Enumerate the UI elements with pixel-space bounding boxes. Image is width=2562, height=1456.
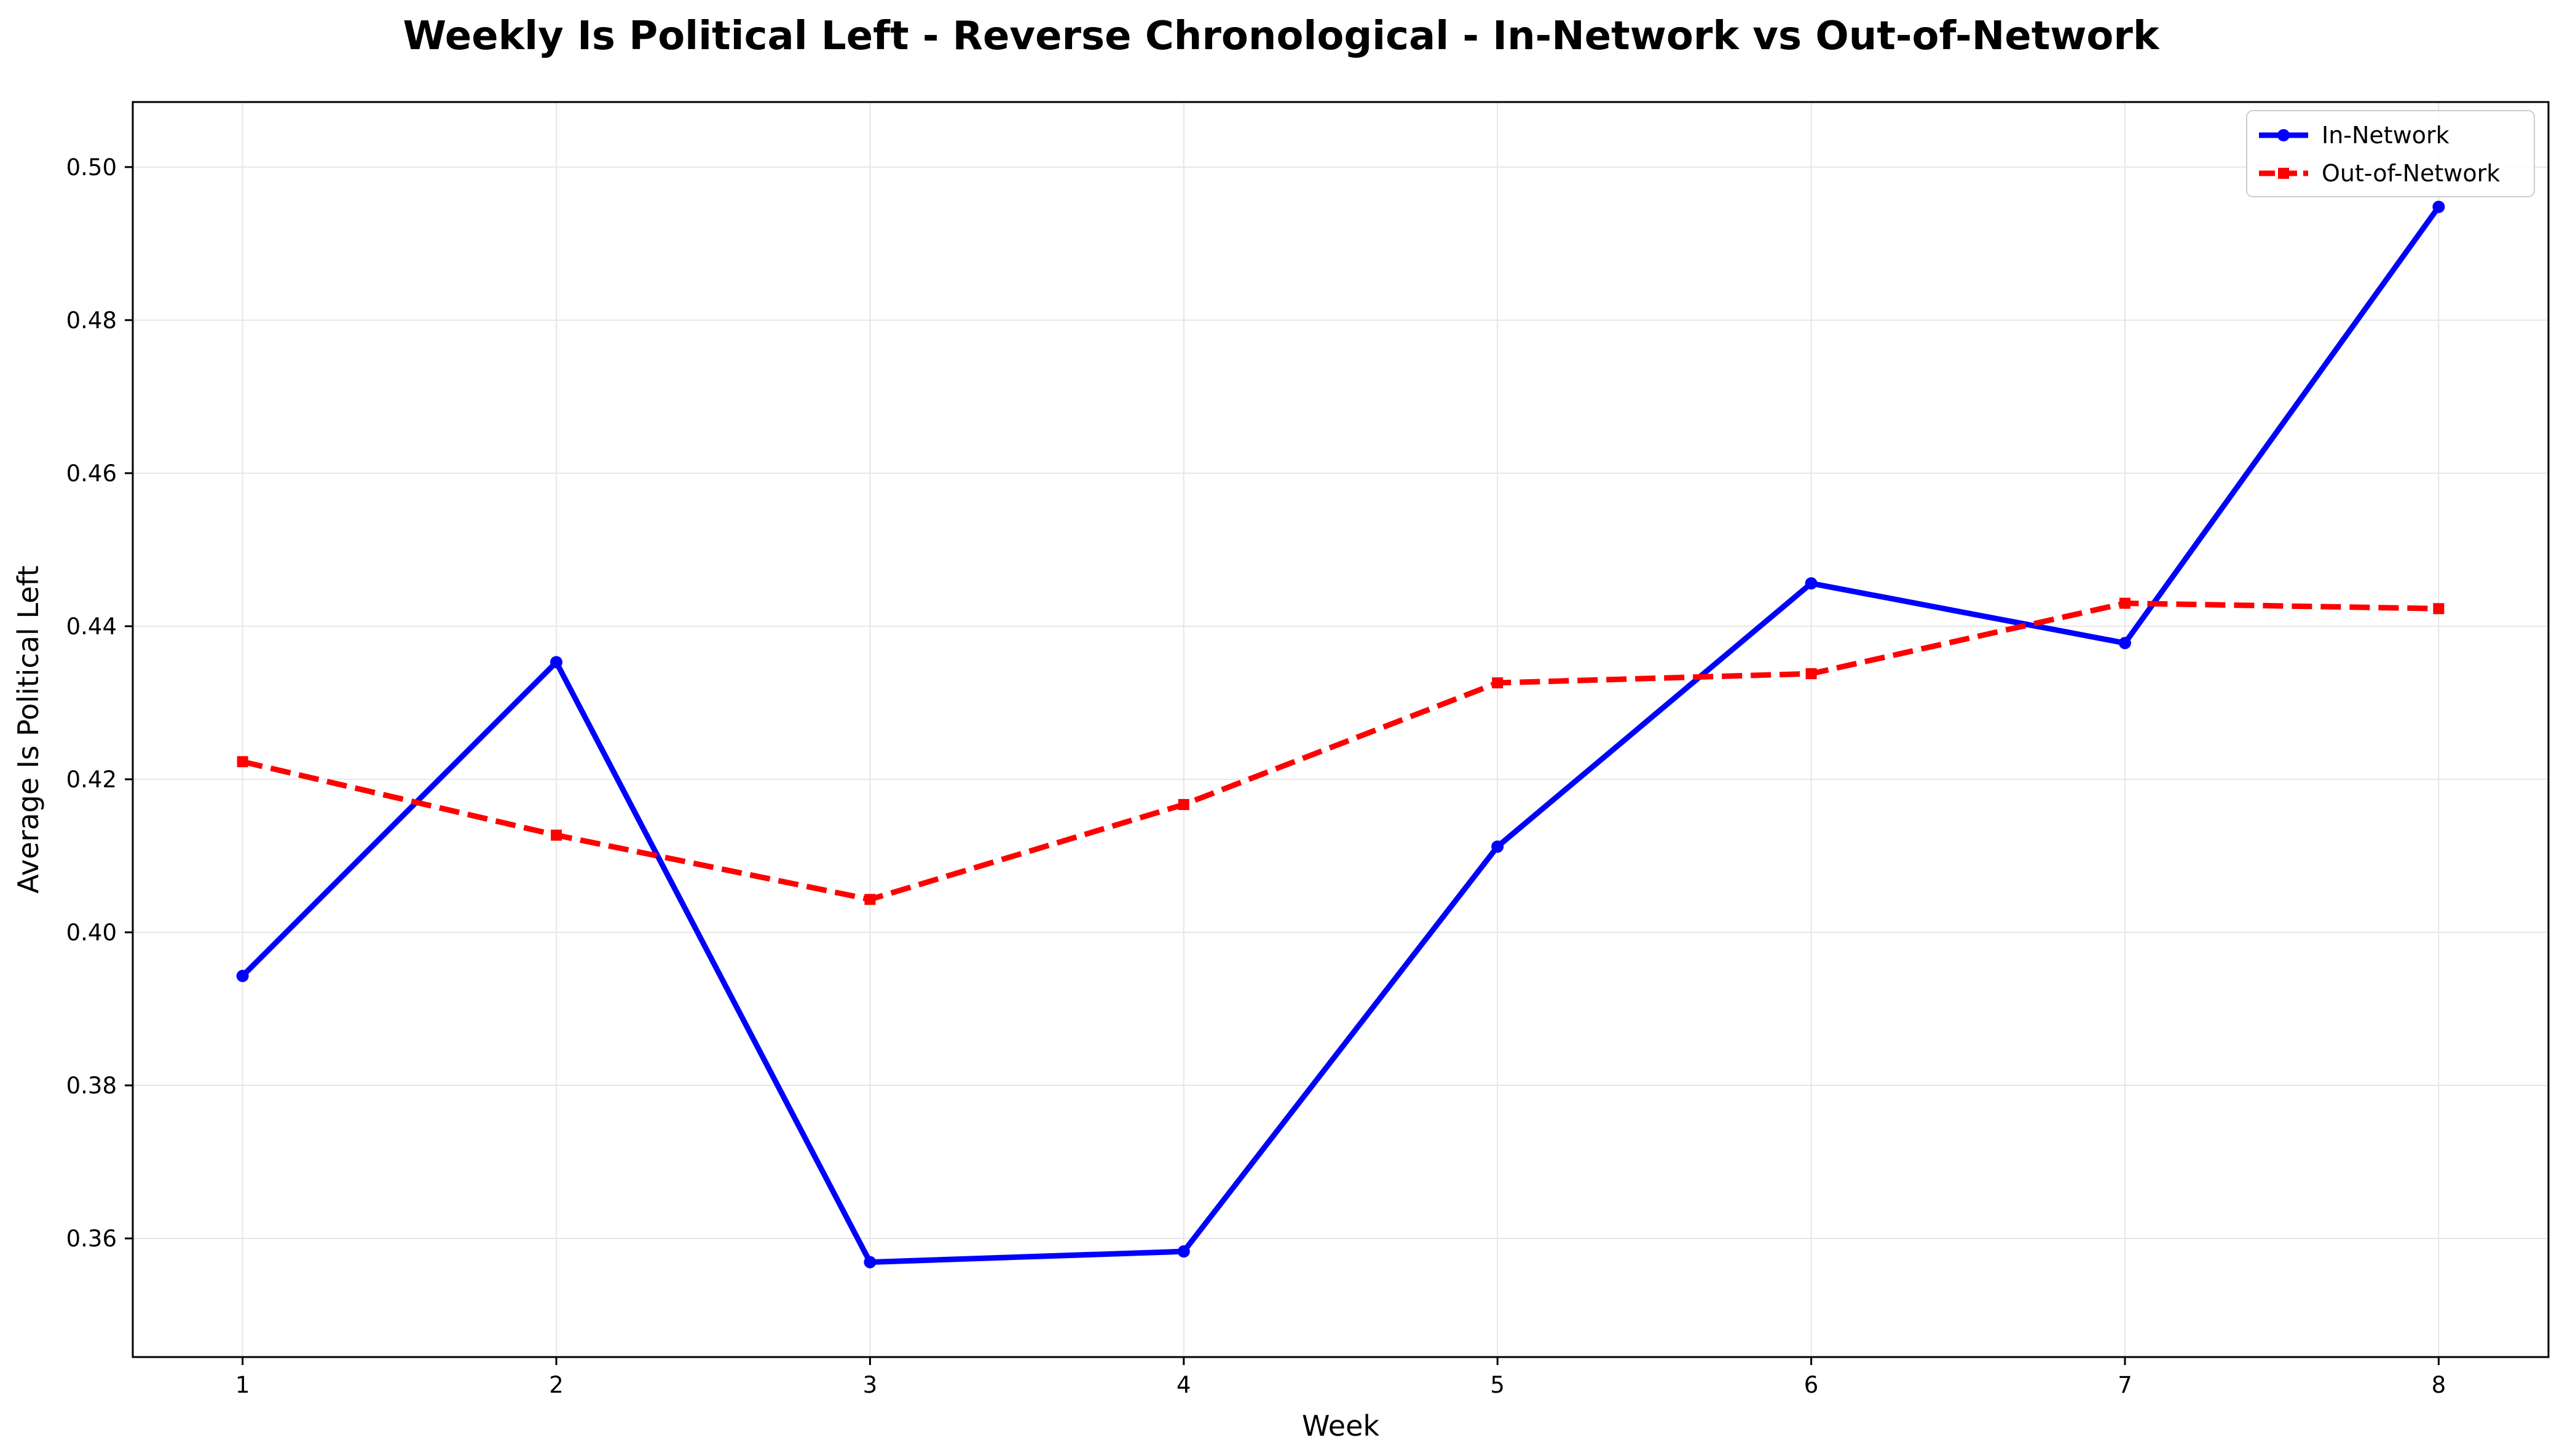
x-tick-label: 1 <box>235 1372 250 1398</box>
plot-area-frame <box>132 101 2550 1358</box>
y-tick-label: 0.46 <box>66 460 117 487</box>
data-point-out-of-network <box>1178 799 1189 811</box>
data-point-in-network <box>1491 840 1504 853</box>
y-tick-label: 0.38 <box>66 1072 117 1099</box>
data-point-in-network <box>1177 1245 1190 1258</box>
grid-lines <box>133 102 2548 1357</box>
data-point-in-network <box>236 969 249 982</box>
x-axis: 1 2 3 4 5 6 7 8 <box>235 1357 2446 1398</box>
data-point-in-network <box>2432 200 2445 213</box>
data-point-out-of-network <box>551 829 562 841</box>
data-point-in-network <box>550 656 563 669</box>
x-tick-label: 7 <box>2118 1372 2132 1398</box>
x-tick-label: 2 <box>549 1372 564 1398</box>
x-tick-label: 6 <box>1804 1372 1819 1398</box>
x-tick-label: 5 <box>1490 1372 1505 1398</box>
y-tick-label: 0.36 <box>66 1226 117 1252</box>
legend-box <box>2246 110 2535 197</box>
data-point-in-network <box>1805 577 1818 590</box>
legend-item-out-of-network: Out-of-Network <box>2259 160 2500 187</box>
y-tick-label: 0.40 <box>66 919 117 946</box>
series-line-out-of-network <box>242 600 2439 902</box>
legend: In-Network Out-of-Network <box>2246 110 2535 197</box>
legend-item-in-network: In-Network <box>2259 122 2450 149</box>
series-in-network <box>236 200 2445 1269</box>
data-point-out-of-network <box>864 894 876 905</box>
x-tick-label: 4 <box>1177 1372 1191 1398</box>
chart-title: Weekly Is Political Left - Reverse Chron… <box>403 14 2159 59</box>
x-tick-label: 3 <box>863 1372 878 1398</box>
data-point-out-of-network <box>2433 603 2445 615</box>
legend-marker-out-of-network <box>2278 168 2289 179</box>
legend-label-in-network: In-Network <box>2322 122 2450 149</box>
x-axis-label: Week <box>1302 1409 1379 1442</box>
data-point-in-network <box>2118 637 2131 650</box>
y-tick-label: 0.48 <box>66 307 117 334</box>
x-tick-label: 8 <box>2432 1372 2446 1398</box>
y-tick-label: 0.50 <box>66 154 117 181</box>
series-out-of-network <box>237 597 2445 905</box>
y-tick-label: 0.42 <box>66 766 117 793</box>
legend-label-out-of-network: Out-of-Network <box>2322 160 2500 187</box>
data-point-out-of-network <box>2119 597 2130 609</box>
y-axis: 0.36 0.38 0.40 0.42 0.44 0.46 0.48 0.50 <box>66 154 133 1252</box>
series-layer <box>236 200 2445 1269</box>
data-point-out-of-network <box>1492 677 1504 689</box>
y-axis-label: Average Is Political Left <box>12 565 45 894</box>
y-tick-label: 0.44 <box>66 613 117 640</box>
data-point-in-network <box>864 1256 877 1269</box>
data-point-out-of-network <box>237 756 248 768</box>
data-point-out-of-network <box>1805 668 1817 680</box>
legend-marker-in-network <box>2277 129 2290 141</box>
series-line-in-network <box>240 204 2442 1265</box>
